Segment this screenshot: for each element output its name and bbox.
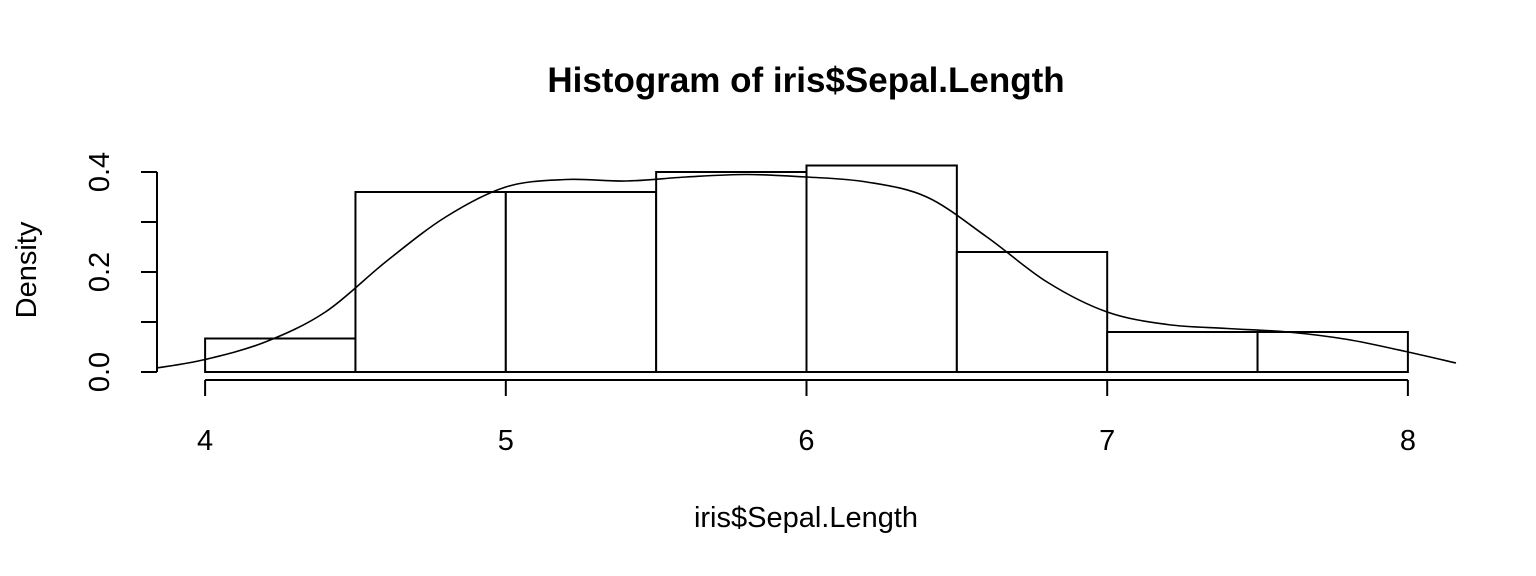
histogram-bar xyxy=(1106,331,1259,373)
x-tick-label: 6 xyxy=(798,425,814,457)
histogram-bar xyxy=(805,164,958,373)
y-tick-label: 0.2 xyxy=(84,252,116,292)
histogram-bar xyxy=(955,251,1109,373)
x-tick-label: 7 xyxy=(1099,425,1115,457)
y-tick-label: 0.4 xyxy=(84,152,116,192)
histogram-bar xyxy=(655,171,808,373)
chart-title: Histogram of iris$Sepal.Length xyxy=(547,61,1064,100)
histogram-bar xyxy=(504,191,658,373)
x-tick-label: 5 xyxy=(498,425,514,457)
histogram-bars xyxy=(204,164,1409,373)
y-axis: 0.0 0.2 0.4 xyxy=(84,152,158,392)
x-tick-label: 8 xyxy=(1400,425,1416,457)
histogram-bar xyxy=(1256,331,1409,373)
y-tick-label: 0.0 xyxy=(84,352,116,392)
histogram-bar xyxy=(354,191,507,373)
x-tick-label: 4 xyxy=(197,425,213,457)
x-axis-label: iris$Sepal.Length xyxy=(694,502,918,534)
x-axis: 4 5 6 7 8 xyxy=(197,379,1416,457)
histogram-bar xyxy=(204,337,357,373)
y-axis-label: Density xyxy=(11,221,43,318)
density-curve xyxy=(156,173,1457,369)
